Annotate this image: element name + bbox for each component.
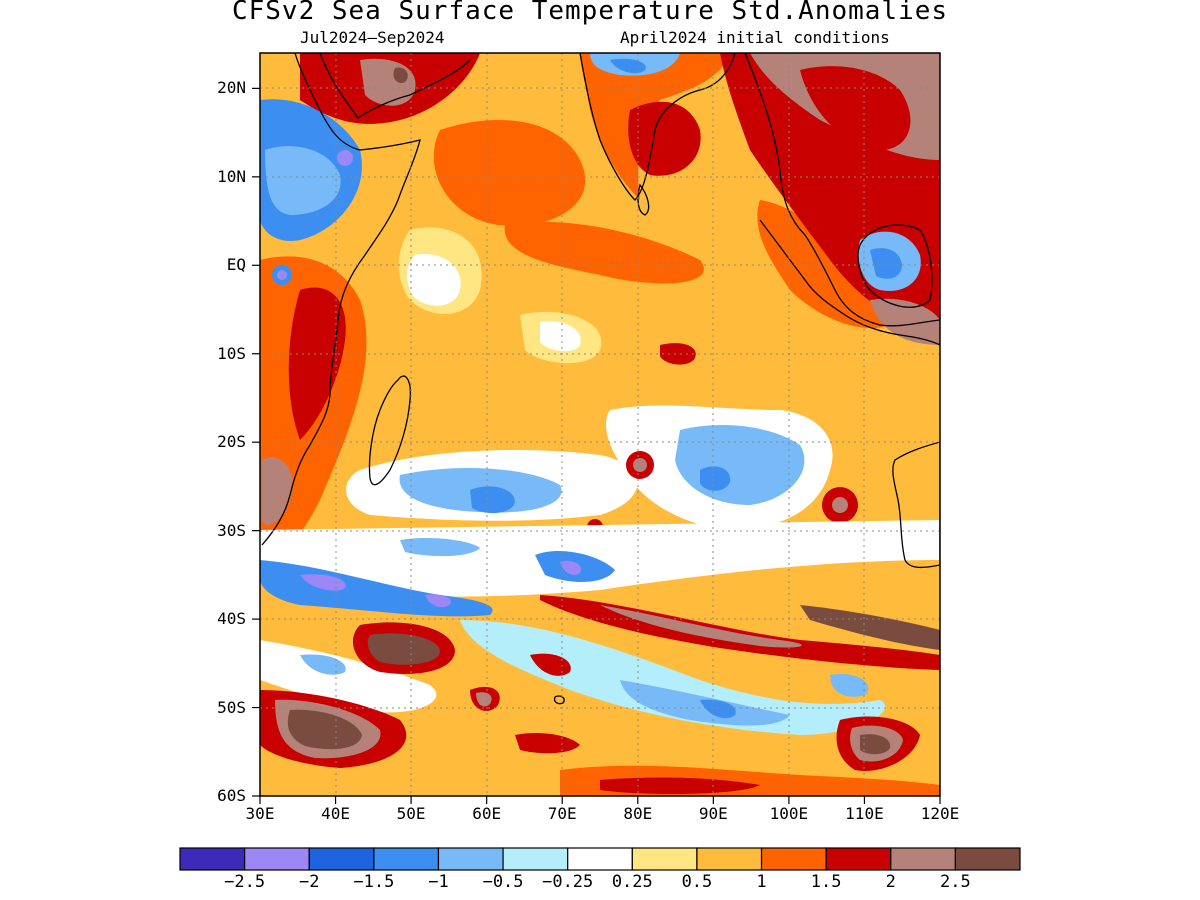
colorbar-label: 1.5	[810, 872, 842, 892]
colorbar-label: −1.5	[353, 872, 395, 892]
colorbar-label: 1	[756, 872, 767, 892]
chart-title: CFSv2 Sea Surface Temperature Std.Anomal…	[231, 0, 949, 26]
colorbar-swatch	[567, 847, 633, 871]
lon-tick-label: 40E	[321, 804, 350, 823]
lon-tick-label: 70E	[547, 804, 577, 823]
lon-tick-label: 100E	[769, 804, 809, 823]
colorbar-swatch	[890, 847, 956, 871]
colorbar-label: −0.5	[482, 872, 524, 892]
colorbar-swatch	[825, 847, 892, 871]
grid-lines	[260, 53, 940, 796]
lon-tick-label: 50E	[396, 804, 426, 823]
lat-tick-label: 60S	[217, 786, 246, 805]
lat-tick-label: 20S	[217, 432, 246, 452]
colorbar	[179, 847, 1021, 871]
lat-tick-label: 10S	[217, 343, 246, 363]
colorbar-swatch	[244, 847, 310, 871]
colorbar-label: −1	[428, 872, 449, 892]
lat-tick-label: 30S	[217, 520, 246, 540]
colorbar-swatch	[696, 847, 763, 871]
colorbar-label: 2	[885, 872, 896, 892]
colorbar-swatch	[631, 847, 698, 871]
lat-tick-label: EQ	[226, 255, 246, 275]
colorbar-swatch	[954, 847, 1021, 871]
colorbar-swatch	[760, 847, 827, 871]
colorbar-label: 0.5	[681, 872, 713, 892]
colorbar-swatch	[179, 847, 246, 871]
lon-tick-label: 80E	[623, 804, 653, 823]
colorbar-label: 2.5	[940, 872, 971, 892]
lon-tick-label: 120E	[920, 804, 960, 823]
colorbar-label: −0.25	[542, 872, 594, 892]
colorbar-label: −2	[298, 872, 320, 892]
initial-conditions: April2024 initial conditions	[620, 28, 890, 47]
lat-tick-label: 40S	[217, 609, 246, 629]
lon-tick-label: 30E	[245, 804, 275, 823]
colorbar-swatch	[373, 847, 440, 871]
lon-tick-label: 110E	[845, 804, 884, 823]
anomaly-field	[260, 53, 940, 796]
lon-tick-label: 90E	[698, 804, 728, 823]
lat-tick-label: 10N	[217, 166, 246, 186]
colorbar-label: −2.5	[224, 872, 266, 892]
lat-tick-label: 50S	[217, 697, 246, 717]
forecast-period: Jul2024—Sep2024	[300, 28, 445, 47]
colorbar-swatch	[308, 847, 375, 871]
lat-tick-label: 20N	[217, 78, 246, 98]
colorbar-label: 0.25	[611, 872, 653, 892]
map-frame	[259, 52, 941, 797]
colorbar-swatch	[502, 847, 569, 871]
colorbar-swatch	[437, 847, 504, 871]
lon-tick-label: 60E	[472, 804, 502, 823]
